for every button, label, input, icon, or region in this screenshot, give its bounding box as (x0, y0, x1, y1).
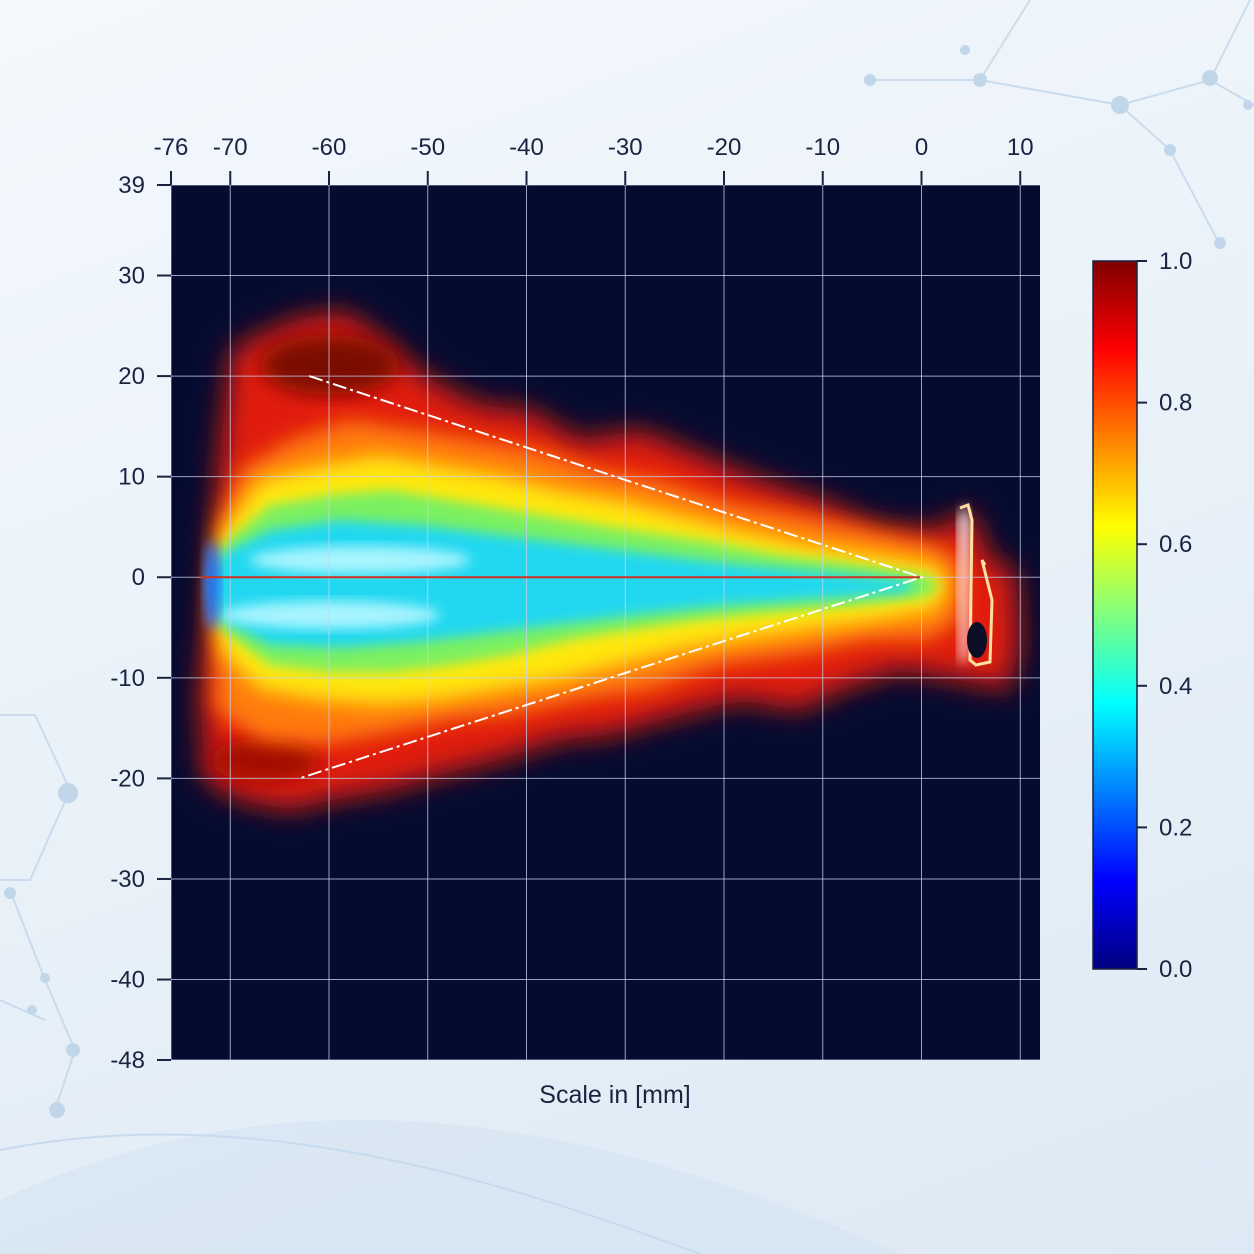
intensity-center-pale (220, 601, 440, 629)
colorbar-tick-label: 0.8 (1159, 390, 1192, 417)
intensity-edge-blue (204, 540, 220, 630)
colorbar-tick-label: 1.0 (1159, 248, 1192, 275)
x-tick-label: -30 (608, 134, 643, 161)
x-tick-label: -50 (410, 134, 445, 161)
x-tick-label: -10 (805, 134, 840, 161)
x-tick-label: -40 (509, 134, 544, 161)
y-tick-label: 20 (118, 363, 145, 390)
x-tick-label: -20 (707, 134, 742, 161)
nozzle-tip-structure (958, 503, 994, 667)
colorbar-tick-label: 0.2 (1159, 814, 1192, 841)
x-axis-title: Scale in [mm] (539, 1081, 690, 1109)
y-tick-label: -30 (110, 866, 145, 893)
y-tick-label: -10 (110, 665, 145, 692)
colorbar: 1.0 0.8 0.6 0.4 0.2 0.0 (1092, 248, 1192, 983)
y-axis-left: 39 30 20 10 0 -10 -20 -30 -40 -48 (110, 172, 171, 1074)
x-tick-label: -60 (312, 134, 347, 161)
spray-intensity-map (200, 312, 1020, 810)
colorbar-tick-label: 0.0 (1159, 956, 1192, 983)
intensity-center-pale (250, 546, 470, 574)
y-tick-label: 10 (118, 464, 145, 491)
y-tick-label: -48 (110, 1047, 145, 1074)
colorbar-gradient (1092, 260, 1138, 970)
y-tick-label: 39 (118, 172, 145, 199)
y-tick-label: 30 (118, 263, 145, 290)
y-tick-label: -20 (110, 765, 145, 792)
x-tick-label: -70 (213, 134, 248, 161)
intensity-core-dark (210, 738, 320, 782)
x-tick-label: 0 (915, 134, 928, 161)
y-tick-label: -40 (110, 967, 145, 994)
y-tick-label: 0 (132, 564, 145, 591)
x-tick-label: -76 (154, 134, 189, 161)
colorbar-tick-label: 0.4 (1159, 673, 1192, 700)
colorbar-tick-label: 0.6 (1159, 531, 1192, 558)
x-axis-top: -76 -70 -60 -50 -40 -30 -20 -10 0 10 (154, 134, 1034, 185)
spray-envelope-line (299, 375, 925, 780)
intensity-core-dark (260, 335, 400, 395)
x-tick-label: 10 (1007, 134, 1034, 161)
grid-lines (171, 185, 1040, 1060)
